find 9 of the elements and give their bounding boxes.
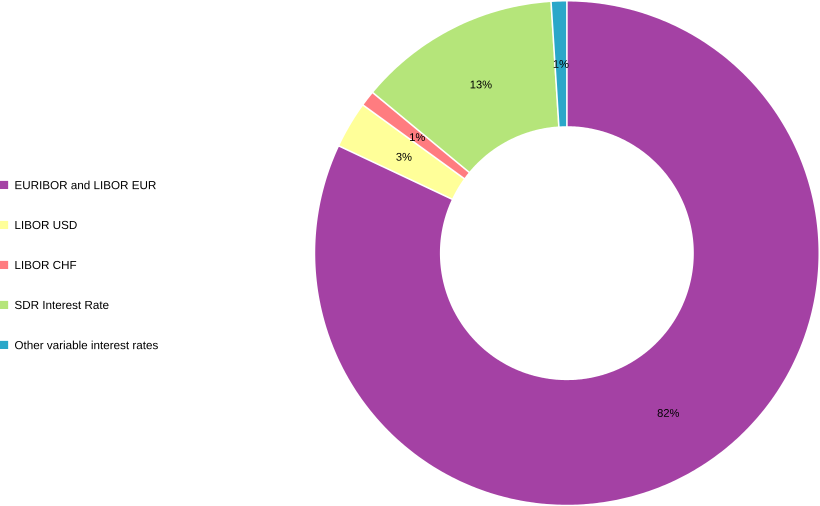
legend-label: LIBOR USD [15, 220, 77, 229]
legend-label: EURIBOR and LIBOR EUR [15, 180, 156, 190]
data-label: 3% [396, 152, 412, 161]
data-label: 1% [410, 133, 425, 141]
legend-label: Other variable interest rates [15, 340, 158, 350]
legend-label: LIBOR CHF [15, 260, 76, 269]
data-label: 13% [470, 80, 492, 88]
data-label: 82% [658, 408, 680, 417]
legend-label: SDR Interest Rate [14, 300, 109, 309]
